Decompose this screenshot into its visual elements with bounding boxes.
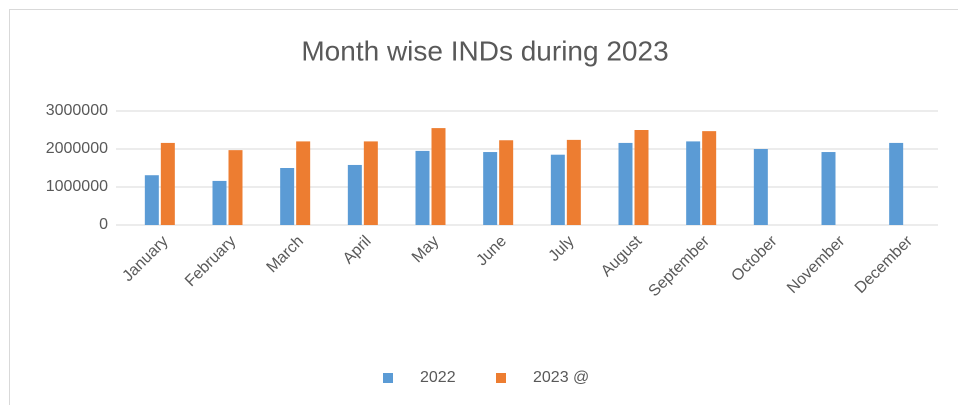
bar [296,141,310,225]
bar [145,175,159,225]
bar [567,140,581,225]
bar [635,130,649,225]
y-tick-label: 2000000 [46,140,108,157]
legend-label: 2023 @ [533,369,589,386]
bar [499,140,513,225]
legend-swatch [383,373,393,383]
bar [619,143,633,225]
bar [483,152,497,225]
y-tick-label: 3000000 [46,102,108,119]
y-tick-label: 0 [99,216,108,233]
bar [889,143,903,225]
bar [551,155,565,225]
chart-title: Month wise INDs during 2023 [301,35,668,66]
bar [686,141,700,225]
bar [280,168,294,225]
bar [822,152,836,225]
legend-swatch [496,373,506,383]
bar [161,143,175,225]
bar [754,149,768,225]
bar [213,181,227,225]
legend-label: 2022 [420,369,456,386]
bar [702,131,716,225]
bar [432,128,446,225]
bar [348,165,362,225]
bar [416,151,430,225]
bar [364,141,378,225]
bar [229,150,243,225]
y-tick-label: 1000000 [46,178,108,195]
